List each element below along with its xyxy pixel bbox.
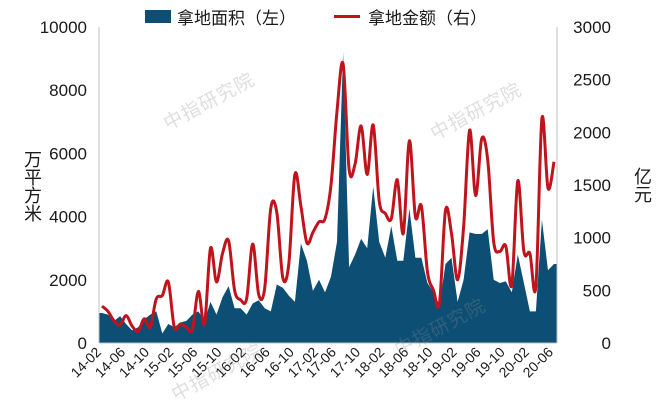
right-axis-label: 亿元: [632, 167, 652, 203]
legend-line-label: 拿地金额（右）: [368, 9, 487, 28]
legend-item-line: 拿地金额（右）: [334, 4, 487, 29]
left-tick-label: 2000: [49, 271, 87, 290]
area-fill: [99, 52, 557, 344]
right-tick-label: 500: [583, 281, 611, 300]
left-axis-label: 万平方米: [22, 150, 42, 222]
legend-area-label: 拿地面积（左）: [177, 9, 296, 28]
right-tick-label: 1500: [573, 176, 611, 195]
line-series: [100, 60, 556, 334]
legend: 拿地面积（左） 拿地金额（右）: [145, 4, 525, 29]
left-tick-label: 0: [78, 334, 87, 353]
x-axis-ticks: 14-0214-0614-1015-0215-0615-1016-0216-06…: [67, 344, 556, 381]
left-tick-label: 6000: [49, 144, 87, 163]
legend-line-swatch: [334, 15, 360, 18]
legend-area-swatch: [145, 10, 171, 23]
line-path: [100, 60, 556, 334]
right-axis-ticks: 0 500 1000 1500 2000 2500 3000: [573, 18, 611, 353]
left-tick-label: 8000: [49, 81, 87, 100]
right-tick-label: 2500: [573, 71, 611, 90]
right-tick-label: 2000: [573, 123, 611, 142]
right-tick-label: 1000: [573, 229, 611, 248]
axes: [98, 27, 558, 344]
left-axis-ticks: 0 2000 4000 6000 8000 10000: [40, 18, 87, 353]
left-tick-label: 10000: [40, 18, 87, 37]
right-tick-label: 0: [602, 334, 611, 353]
legend-item-area: 拿地面积（左）: [145, 4, 296, 29]
right-tick-label: 3000: [573, 18, 611, 37]
left-tick-label: 4000: [49, 208, 87, 227]
